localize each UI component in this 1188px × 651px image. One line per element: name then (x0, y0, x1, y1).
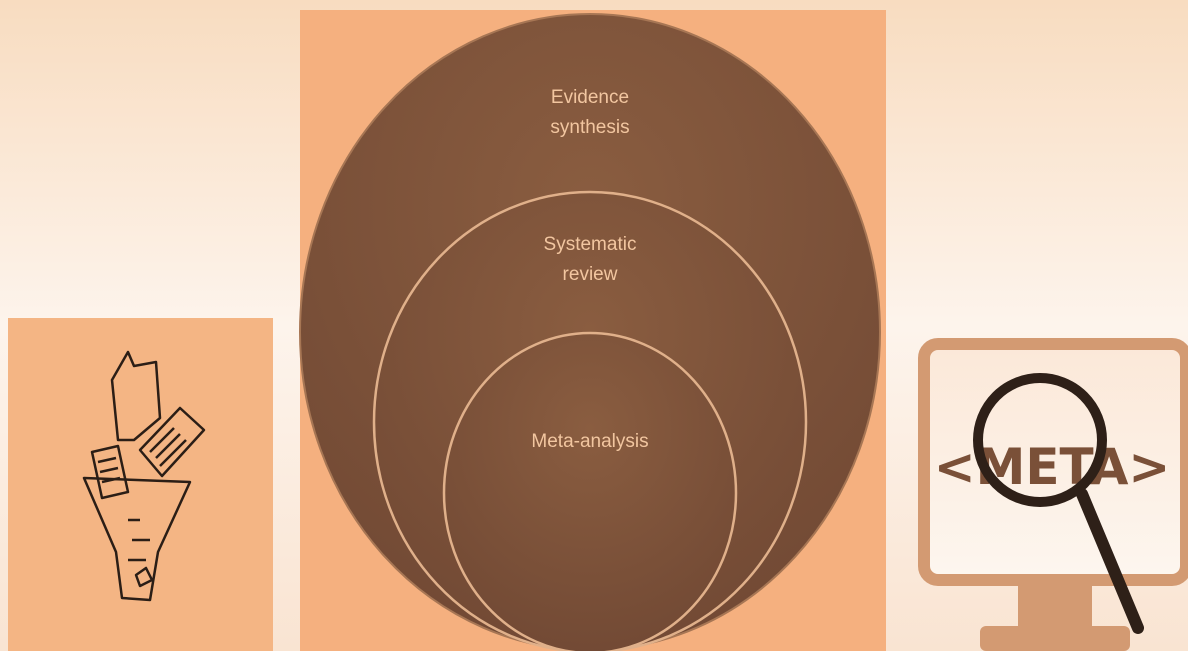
monitor-stand (980, 626, 1130, 651)
circle-label: Evidence synthesis (530, 83, 650, 143)
inner-circle (444, 333, 736, 651)
circle-label: Systematic review (520, 230, 660, 290)
page: <META> Evidence synthesis Systematic rev… (0, 0, 1188, 651)
left-panel (8, 318, 273, 651)
monitor-neck (1018, 586, 1092, 626)
circle-label: Meta-analysis (480, 427, 700, 457)
icon-text: <META> (934, 438, 1171, 496)
